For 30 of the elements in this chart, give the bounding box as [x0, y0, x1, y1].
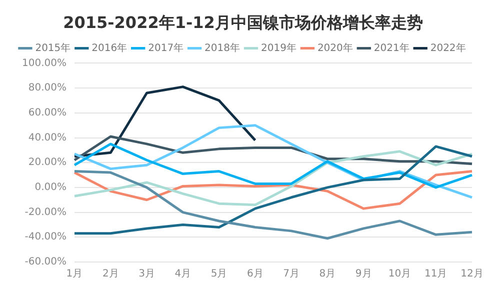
x-tick-label: 5月 [210, 268, 228, 280]
y-tick-label: 60.00% [28, 107, 66, 118]
x-tick-label: 2月 [102, 268, 119, 280]
chart-title: 2015-2022年1-12月中国镍市场价格增长率走势 [63, 12, 423, 32]
legend-label: 2021年 [374, 42, 410, 54]
legend-label: 2015年 [35, 42, 71, 54]
x-tick-label: 11月 [424, 268, 448, 280]
y-tick-label: 80.00% [28, 82, 66, 94]
y-tick-label: 0.00% [34, 182, 66, 194]
x-tick-label: 12月 [460, 268, 484, 280]
y-tick-label: -40.00% [24, 232, 66, 243]
x-tick-label: 10月 [388, 268, 412, 280]
legend-label: 2020年 [317, 42, 353, 54]
x-tick-label: 7月 [283, 268, 300, 280]
x-tick-label: 6月 [246, 268, 264, 280]
y-tick-label: 40.00% [28, 132, 66, 144]
x-tick-label: 1月 [66, 268, 83, 280]
legend-label: 2016年 [92, 42, 128, 54]
y-tick-label: -20.00% [24, 206, 66, 218]
legend-label: 2018年 [204, 42, 240, 54]
y-tick-label: 100.00% [22, 58, 66, 69]
x-tick-label: 3月 [138, 268, 155, 280]
legend-label: 2022年 [430, 42, 466, 54]
legend-label: 2019年 [261, 42, 296, 54]
x-tick-label: 8月 [319, 268, 336, 280]
y-tick-label: 20.00% [28, 157, 66, 168]
x-tick-label: 4月 [174, 268, 192, 280]
legend-label: 2017年 [148, 42, 184, 54]
x-tick-label: 9月 [355, 268, 372, 280]
y-tick-label: -60.00% [24, 256, 66, 268]
